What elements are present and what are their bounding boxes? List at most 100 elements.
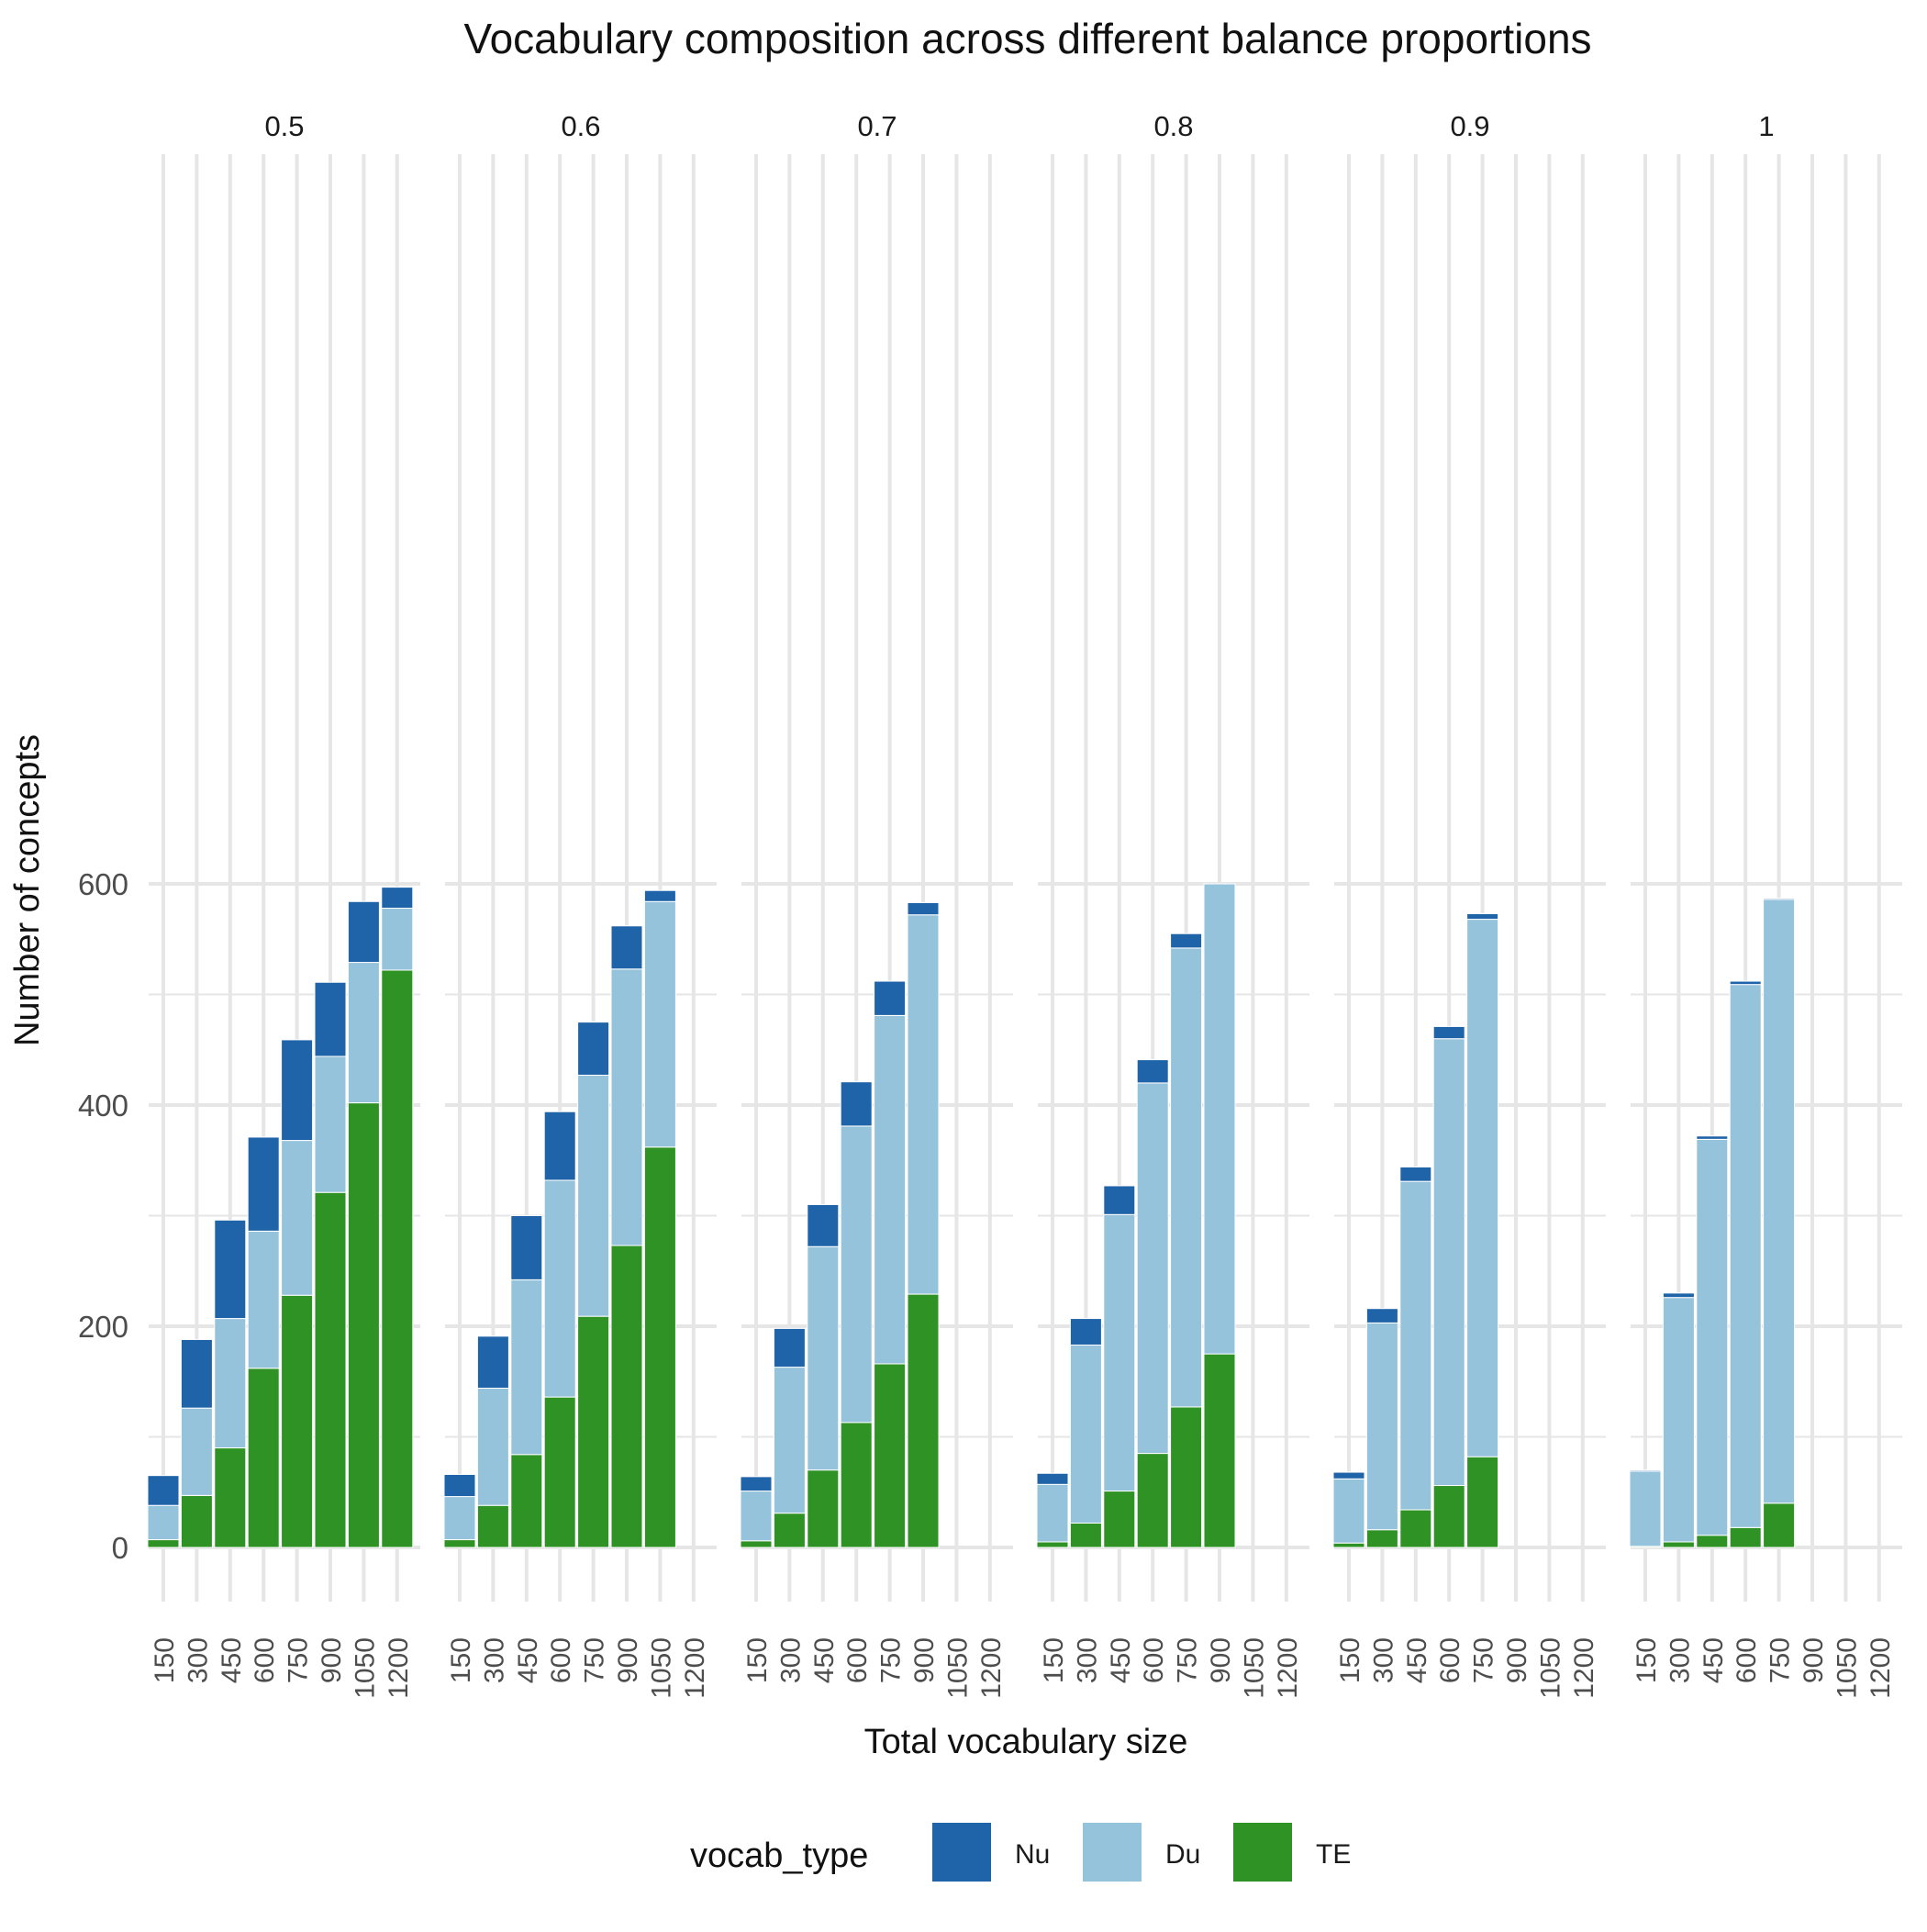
x-tick-label: 300 xyxy=(479,1637,509,1683)
bar-segment-te xyxy=(1103,1491,1136,1548)
bar-segment-te xyxy=(247,1368,280,1548)
bar-segment-te xyxy=(773,1513,806,1548)
x-tick-label: 600 xyxy=(842,1637,873,1683)
bar-segment-te xyxy=(476,1504,509,1548)
bar-segment-nu xyxy=(1365,1308,1398,1323)
bar-segment-du xyxy=(907,914,940,1295)
bar-segment-nu xyxy=(476,1335,509,1389)
bar-segment-du xyxy=(1036,1483,1069,1543)
bar-segment-te xyxy=(1069,1522,1102,1548)
facet-panel: 0.7 150 300 450 600 750 900 1050 1200 xyxy=(740,110,1013,1699)
bar-segment-du xyxy=(874,1014,907,1365)
facet-panel: 0.9 150 300 450 600 750 900 1050 1200 xyxy=(1332,110,1606,1699)
legend-swatch-te xyxy=(1233,1823,1292,1882)
bar-segment-du xyxy=(1763,899,1796,1504)
bar-segment-nu xyxy=(381,887,414,910)
bar-segment-te xyxy=(840,1422,873,1548)
legend-swatch-nu xyxy=(932,1823,991,1882)
x-tick-label: 900 xyxy=(909,1637,940,1683)
bar-segment-nu xyxy=(347,900,380,964)
x-tick-label: 450 xyxy=(1106,1637,1136,1683)
bar-segment-du xyxy=(1662,1297,1695,1543)
bar-segment-te xyxy=(1432,1485,1465,1548)
legend: vocab_type Nu Du TE xyxy=(690,1823,1351,1882)
facet-strip-label: 1 xyxy=(1758,110,1774,142)
facet-strip-label: 0.9 xyxy=(1450,110,1489,142)
x-tick-label: 150 xyxy=(150,1637,180,1683)
y-tick-label: 0 xyxy=(112,1531,128,1565)
x-tick-label: 1200 xyxy=(680,1637,710,1699)
bar-segment-du xyxy=(476,1387,509,1506)
bar-segment-te xyxy=(1136,1453,1169,1548)
bar-segment-nu xyxy=(1332,1471,1365,1480)
legend-label-du: Du xyxy=(1165,1839,1200,1870)
bar-segment-du xyxy=(510,1279,543,1456)
x-tick-label: 600 xyxy=(1139,1637,1169,1683)
facet-strip-label: 0.5 xyxy=(264,110,304,142)
y-tick-label: 200 xyxy=(78,1310,128,1344)
bar-segment-nu xyxy=(907,901,940,916)
bar-segment-nu xyxy=(1696,1135,1729,1140)
x-tick-label: 750 xyxy=(1173,1637,1203,1683)
bar-segment-du xyxy=(180,1407,213,1496)
bar-segment-du xyxy=(643,900,676,1148)
legend-title: vocab_type xyxy=(690,1837,868,1875)
x-tick-label: 750 xyxy=(876,1637,907,1683)
bar-segment-te xyxy=(1365,1529,1398,1548)
bar-segment-du xyxy=(381,908,414,971)
bar-segment-du xyxy=(807,1245,840,1471)
x-tick-label: 450 xyxy=(809,1637,840,1683)
bar-segment-nu xyxy=(1629,1469,1662,1472)
bar-segment-du xyxy=(1170,947,1203,1408)
bar-segment-te xyxy=(381,969,414,1548)
x-tick-label: 750 xyxy=(1469,1637,1499,1683)
bar-segment-nu xyxy=(247,1136,280,1232)
legend-label-te: TE xyxy=(1316,1839,1351,1870)
y-axis-label: Number of concepts xyxy=(8,734,47,1046)
bar-segment-nu xyxy=(543,1111,576,1181)
bar-segment-te xyxy=(907,1293,940,1548)
bar-segment-du xyxy=(281,1140,314,1296)
bar-segment-du xyxy=(314,1055,347,1193)
bar-segment-te xyxy=(543,1396,576,1548)
facet-panel: 0.5 150 300 450 600 750 900 1050 1200 xyxy=(147,110,420,1699)
x-tick-label: 1200 xyxy=(976,1637,1007,1699)
bar-segment-nu xyxy=(314,981,347,1057)
x-tick-label: 450 xyxy=(217,1637,247,1683)
y-tick-label: 600 xyxy=(78,867,128,901)
bar-segment-du xyxy=(1399,1180,1432,1511)
bar-segment-du xyxy=(1729,984,1762,1528)
bar-segment-te xyxy=(1399,1509,1432,1548)
facet-strip-label: 0.8 xyxy=(1153,110,1193,142)
bar-segment-te xyxy=(510,1454,543,1548)
x-tick-label: 1050 xyxy=(1239,1637,1269,1699)
bar-segment-du xyxy=(773,1367,806,1514)
x-tick-label: 150 xyxy=(1039,1637,1069,1683)
bar-segment-du xyxy=(577,1074,610,1317)
y-tick-label: 400 xyxy=(78,1089,128,1122)
bar-segment-te xyxy=(180,1494,213,1548)
x-tick-label: 300 xyxy=(775,1637,806,1683)
bar-segment-te xyxy=(807,1469,840,1548)
bar-segment-te xyxy=(1696,1535,1729,1548)
x-tick-label: 900 xyxy=(1799,1637,1829,1683)
bar-segment-du xyxy=(247,1230,280,1369)
facet-panel: 0.8 150 300 450 600 750 900 1050 1200 xyxy=(1036,110,1309,1699)
bar-segment-du xyxy=(1203,883,1236,1355)
x-tick-label: 600 xyxy=(1732,1637,1762,1683)
x-tick-label: 900 xyxy=(1502,1637,1532,1683)
bar-segment-nu xyxy=(510,1215,543,1280)
bar-segment-nu xyxy=(874,980,907,1016)
x-tick-label: 1050 xyxy=(1535,1637,1565,1699)
bar-segment-du xyxy=(610,968,643,1246)
bar-segment-nu xyxy=(840,1081,873,1127)
bar-segment-nu xyxy=(1729,980,1762,986)
x-tick-label: 300 xyxy=(1072,1637,1102,1683)
bar-segment-nu xyxy=(1103,1185,1136,1215)
bar-segment-nu xyxy=(443,1473,476,1498)
x-tick-label: 450 xyxy=(1402,1637,1432,1683)
x-tick-label: 150 xyxy=(1632,1637,1662,1683)
x-tick-label: 1200 xyxy=(384,1637,414,1699)
bar-segment-te xyxy=(1036,1541,1069,1548)
bar-segment-te xyxy=(281,1294,314,1548)
